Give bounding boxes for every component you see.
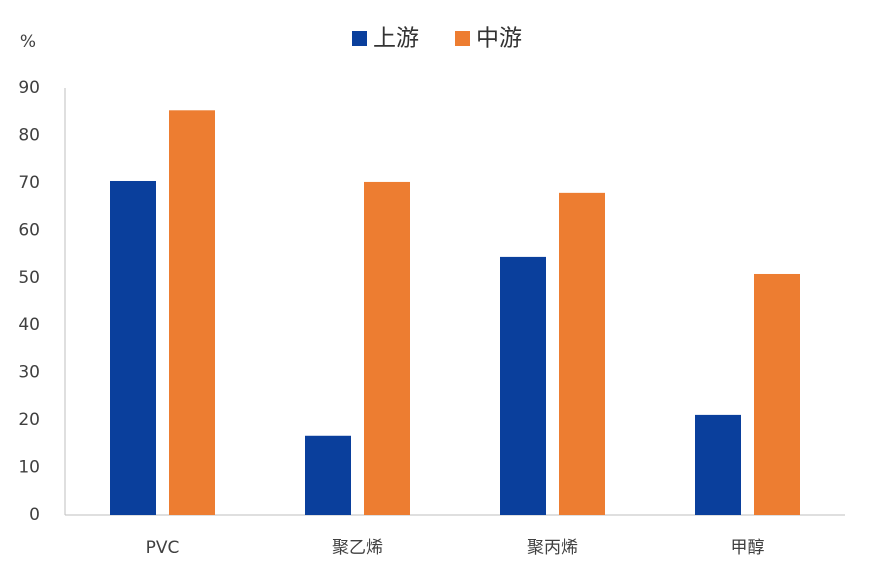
legend-text: 中游 xyxy=(476,26,522,52)
y-tick-label: 60 xyxy=(18,220,40,240)
bar xyxy=(500,256,546,515)
y-tick-label: 90 xyxy=(18,78,40,98)
y-tick-label: 50 xyxy=(18,268,40,288)
y-axis-label: % xyxy=(20,32,36,52)
bar xyxy=(364,181,410,515)
legend-text: 上游 xyxy=(373,26,419,52)
y-tick-label: 70 xyxy=(18,173,40,193)
x-tick-label: 聚乙烯 xyxy=(332,538,383,558)
bar xyxy=(169,110,215,515)
bar xyxy=(305,435,351,515)
y-tick-label: 40 xyxy=(18,315,40,335)
bar xyxy=(695,414,741,515)
x-tick-label: 甲醇 xyxy=(731,538,765,558)
bar xyxy=(559,192,605,515)
y-tick-label: 10 xyxy=(18,458,40,478)
bar xyxy=(754,273,800,515)
y-tick-label: 80 xyxy=(18,125,40,145)
x-tick-label: 聚丙烯 xyxy=(527,538,578,558)
bar xyxy=(110,180,156,516)
y-tick-label: 20 xyxy=(18,410,40,430)
x-tick-label: PVC xyxy=(146,538,180,558)
legend-swatch xyxy=(352,31,367,46)
legend-swatch xyxy=(455,31,470,46)
y-tick-label: 30 xyxy=(18,363,40,383)
y-tick-label: 0 xyxy=(29,505,40,525)
